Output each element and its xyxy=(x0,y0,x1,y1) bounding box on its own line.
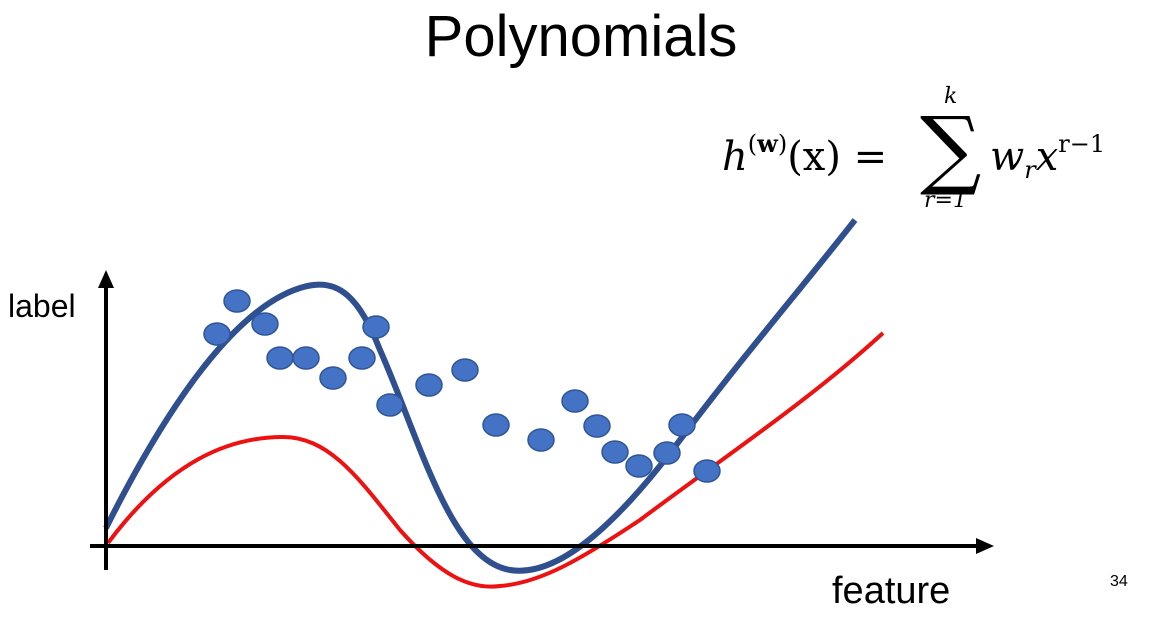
data-point xyxy=(266,346,294,370)
x-axis-label: feature xyxy=(832,570,951,612)
data-point xyxy=(668,413,696,437)
data-point xyxy=(415,373,443,397)
data-point xyxy=(362,315,390,339)
data-points xyxy=(203,289,721,483)
data-point xyxy=(527,428,555,452)
blue-polynomial-curve xyxy=(103,218,858,574)
data-point xyxy=(292,346,320,370)
y-axis-label: label xyxy=(8,288,76,324)
page-number: 34 xyxy=(1110,573,1128,590)
data-point xyxy=(319,366,347,390)
data-point xyxy=(601,440,629,464)
slide-title: Polynomials xyxy=(424,4,738,69)
data-point xyxy=(348,346,376,370)
data-point xyxy=(561,389,589,413)
sum-lower-limit: r=1 xyxy=(924,188,967,213)
red-polynomial-curve xyxy=(106,331,885,589)
data-point xyxy=(653,441,681,465)
data-point xyxy=(376,393,404,417)
data-point xyxy=(251,312,279,336)
data-point xyxy=(482,413,510,437)
data-point xyxy=(203,322,231,346)
polynomial-formula: h(w)(x) = k ∑ r=1 wrxr−1 xyxy=(722,84,1142,214)
data-point xyxy=(223,289,251,313)
x-axis-arrowhead xyxy=(976,538,994,554)
formula-rhs: wrxr−1 xyxy=(990,130,1106,184)
axes xyxy=(90,270,994,570)
y-axis-arrowhead xyxy=(98,270,114,288)
formula-lhs: h(w)(x) = xyxy=(722,129,888,180)
sum-symbol: ∑ xyxy=(920,99,982,199)
sum-upper-limit: k xyxy=(944,84,958,109)
data-point xyxy=(451,358,479,382)
data-point xyxy=(625,454,653,478)
data-point xyxy=(583,414,611,438)
data-point xyxy=(693,459,721,483)
